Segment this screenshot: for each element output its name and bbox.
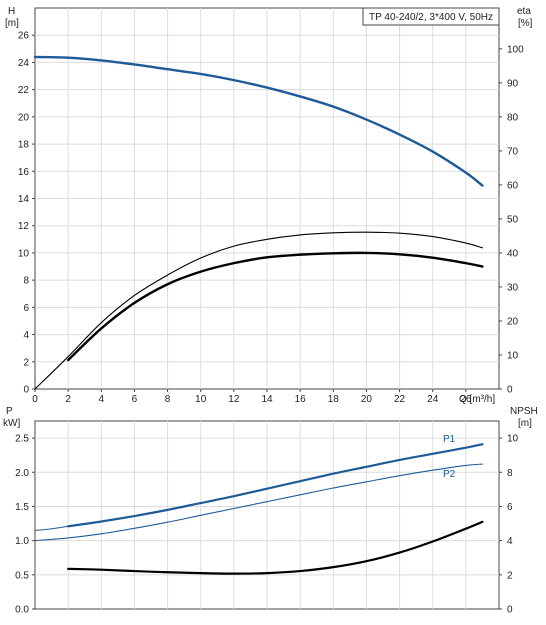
top-left-tick-label: 6 — [23, 303, 29, 314]
bottom-left-tick-label: 2.5 — [15, 434, 29, 445]
bottom-left-axis-label-line1: P — [6, 406, 13, 417]
top-right-tick-label: 0 — [507, 385, 513, 396]
x-axis-label: Q [m³/h] — [459, 394, 495, 405]
top-left-tick-label: 10 — [18, 248, 30, 259]
bottom-series-line-0 — [67, 443, 484, 528]
top-x-tick-label: 0 — [32, 394, 38, 405]
top-right-tick-label: 50 — [507, 214, 519, 225]
top-left-tick-label: 24 — [18, 58, 30, 69]
top-chart-panel: 0 2 4 6 8 10 12 14 16 18 20 22 24 26 0246810121416182… — [5, 6, 533, 405]
top-left-tick-label: 0 — [23, 385, 29, 396]
top-left-tick-label: 18 — [18, 140, 30, 151]
top-x-tick-label: 20 — [361, 394, 373, 405]
bottom-left-tick-label: 1.0 — [15, 536, 29, 547]
bottom-right-tick-label: 0 — [507, 605, 513, 616]
top-x-tick-label: 8 — [165, 394, 171, 405]
bottom-series-line-2 — [67, 520, 484, 575]
top-x-tick-label: 6 — [132, 394, 138, 405]
bottom-left-tick-label: 0.0 — [15, 605, 29, 616]
bottom-left-tick-label: 0.5 — [15, 570, 29, 581]
top-x-tick-label: 18 — [328, 394, 340, 405]
chart-title-box — [362, 7, 500, 26]
bottom-p1-leader — [34, 525, 69, 531]
top-x-tick-label: 24 — [427, 394, 439, 405]
top-x-tick-label: 10 — [195, 394, 207, 405]
top-x-tick-label: 2 — [65, 394, 71, 405]
bottom-left-axis-label-line2: kW] — [3, 418, 20, 429]
top-series-line-1 — [34, 231, 483, 390]
top-right-tick-labels: 0 10 20 30 40 50 60 70 80 90 100 — [507, 44, 524, 395]
top-series-group — [33, 55, 484, 390]
bottom-series-line-1 — [34, 463, 483, 542]
series-label-p2: P2 — [443, 469, 456, 480]
top-series-line-0 — [33, 55, 484, 187]
bottom-series-group — [34, 443, 484, 575]
top-left-tick-label: 14 — [18, 194, 30, 205]
bottom-chart-panel: 0.0 0.5 1.0 1.5 2.0 2.5 0 2 4 6 8 10 P kW] NPSH [m… — [3, 406, 538, 616]
bottom-right-tick-label: 4 — [507, 536, 513, 547]
top-right-tick-label: 40 — [507, 248, 519, 259]
top-left-tick-label: 4 — [23, 330, 29, 341]
bottom-right-tick-label: 2 — [507, 570, 513, 581]
bottom-right-axis-label-line1: NPSH — [510, 406, 538, 417]
bottom-right-tick-label: 8 — [507, 468, 513, 479]
top-x-tick-label: 14 — [261, 394, 273, 405]
bottom-right-tick-label: 6 — [507, 502, 513, 513]
top-left-axis-label-line2: [m] — [5, 18, 19, 29]
bottom-right-axis-label-line2: [m] — [518, 418, 532, 429]
bottom-left-tick-labels: 0.0 0.5 1.0 1.5 2.0 2.5 — [15, 434, 29, 616]
top-left-tick-label: 20 — [18, 112, 30, 123]
top-right-tick-label: 30 — [507, 282, 519, 293]
top-right-tick-label: 70 — [507, 146, 519, 157]
top-x-tick-label: 12 — [228, 394, 240, 405]
chart-title: TP 40-240/2, 3*400 V, 50Hz — [369, 12, 493, 23]
bottom-right-tick-labels: 0 2 4 6 8 10 — [507, 434, 519, 616]
top-left-tick-label: 12 — [18, 221, 30, 232]
top-x-tick-label: 26 — [460, 394, 472, 405]
top-left-tick-label: 26 — [18, 31, 30, 42]
top-right-axis-label-line2: [%] — [518, 18, 533, 29]
top-right-tick-label: 20 — [507, 316, 519, 327]
top-series-line-2 — [66, 251, 484, 362]
series-label-p1: P1 — [443, 434, 456, 445]
top-left-axis-label-line1: H — [8, 6, 15, 17]
top-right-tick-label: 100 — [507, 44, 524, 55]
top-gridlines — [32, 8, 502, 392]
top-x-tick-labels: 0 2 4 6 8 10 12 14 16 18 20 22 24 26 — [32, 394, 472, 405]
top-left-tick-label: 22 — [18, 85, 30, 96]
top-left-tick-label: 16 — [18, 167, 30, 178]
bottom-right-tick-label: 10 — [507, 434, 519, 445]
top-right-tick-label: 80 — [507, 112, 519, 123]
bottom-left-tick-label: 1.5 — [15, 502, 29, 513]
top-right-tick-label: 10 — [507, 350, 519, 361]
top-right-axis-label-line1: eta — [517, 6, 531, 17]
top-x-tick-label: 16 — [295, 394, 307, 405]
bottom-left-tick-label: 2.0 — [15, 468, 29, 479]
bottom-gridlines — [32, 421, 502, 610]
top-x-tick-label: 22 — [394, 394, 406, 405]
top-left-tick-label: 8 — [23, 276, 29, 287]
top-x-tick-label: 4 — [99, 394, 105, 405]
top-right-tick-label: 90 — [507, 78, 519, 89]
top-right-tick-label: 60 — [507, 180, 519, 191]
top-left-tick-label: 2 — [23, 357, 29, 368]
